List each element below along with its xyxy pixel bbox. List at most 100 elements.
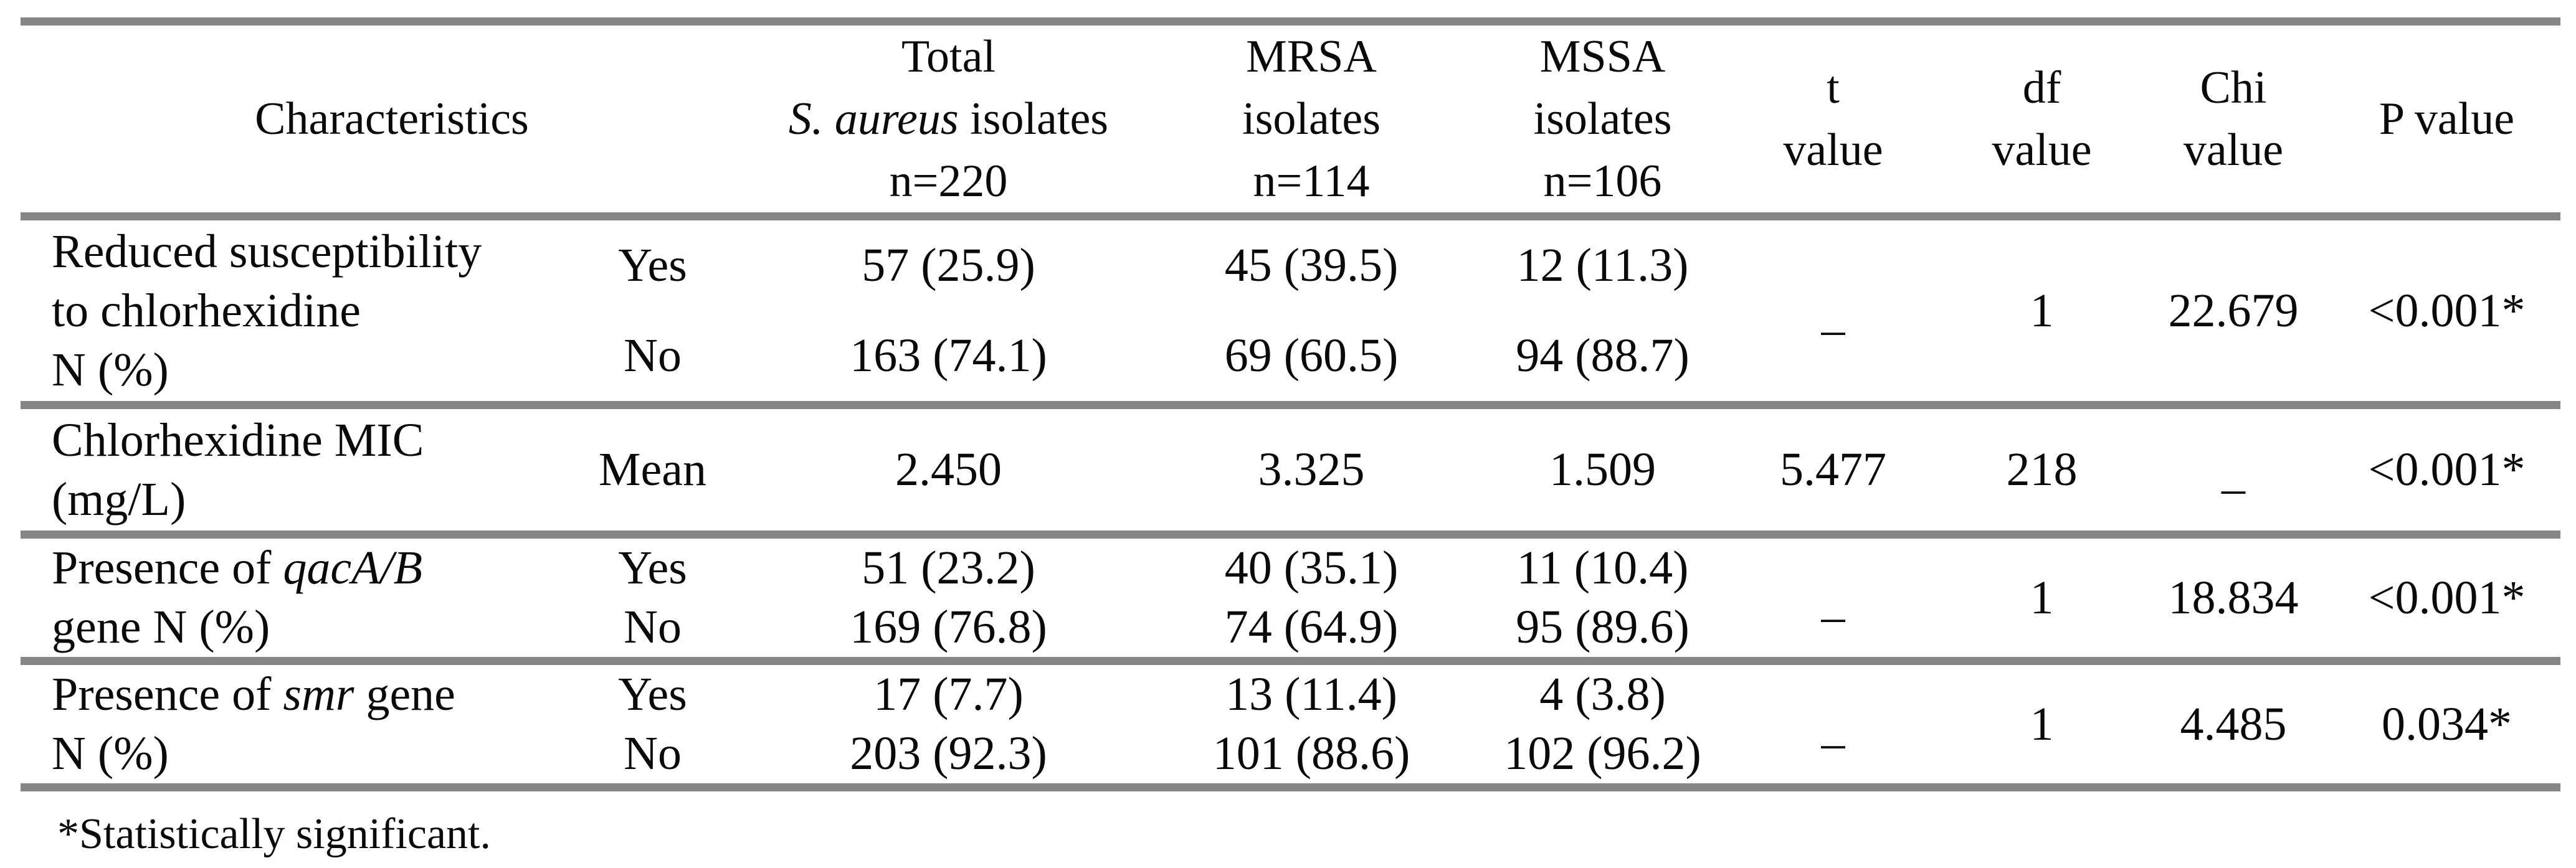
data-cell-mssa-mean: 1.509 — [1549, 443, 1656, 496]
row-group-chlorhexidine-mic: Chlorhexidine MIC (mg/L) Mean 2.450 3.32… — [21, 405, 2561, 535]
row-label: Presence of smr gene N (%) — [21, 661, 542, 788]
table-row: No 203 (92.3) 101 (88.6) 102 (96.2) — [21, 724, 2560, 788]
sub-label-no: No — [624, 727, 682, 780]
t-dash: – — [1821, 303, 1845, 356]
footnote: *Statistically significant. — [57, 810, 492, 858]
data-cell-mrsa-no: 69 (60.5) — [1134, 311, 1490, 409]
t-dash: – — [1821, 716, 1845, 769]
data-cell-mssa-yes: 11 (10.4) — [1516, 542, 1689, 594]
data-cell-mrsa-no: 101 (88.6) — [1212, 727, 1410, 780]
data-cell-df: 1 — [2030, 697, 2054, 750]
chi-dash: – — [2222, 462, 2246, 514]
sub-label-yes: Yes — [618, 668, 687, 720]
data-cell-total-yes: 57 (25.9) — [862, 239, 1035, 291]
header-total-isolates: Total S. aureus isolates n=220 — [763, 21, 1134, 220]
sub-label-no: No — [542, 311, 764, 409]
table-row: Presence of qacA/B gene N (%) Yes 51 (23… — [21, 535, 2560, 653]
table-header: Characteristics Total S. aureus isolates… — [21, 21, 2561, 220]
header-total-line2: S. aureus isolates — [763, 88, 1134, 150]
data-cell-df: 1 — [2030, 284, 2054, 337]
data-cell-t: – — [1716, 661, 1950, 788]
header-total-n: n=220 — [889, 156, 1008, 207]
data-cell-total-mean: 2.450 — [895, 443, 1002, 496]
row-label-line2: N (%) — [52, 727, 169, 780]
data-cell-chi: 22.679 — [2168, 284, 2299, 337]
data-cell-p: <0.001* — [2368, 443, 2526, 496]
data-cell-mssa-yes: 4 (3.8) — [1539, 668, 1666, 720]
data-cell-mrsa-no: 74 (64.9) — [1134, 598, 1490, 665]
t-dash: – — [1821, 590, 1845, 643]
data-cell-p: <0.001* — [2368, 284, 2526, 337]
header-p-value: P value — [2333, 21, 2561, 220]
data-cell-total-yes: 51 (23.2) — [862, 542, 1035, 594]
row-label-line2: gene N (%) — [52, 601, 270, 653]
header-df-line1: df — [2022, 62, 2061, 113]
data-cell-t: – — [1716, 535, 1950, 661]
row-label: Presence of qacA/B gene N (%) — [21, 535, 542, 661]
data-cell-mssa-no: 95 (89.6) — [1489, 598, 1717, 665]
row-label-line1: Reduced susceptibility — [52, 225, 482, 278]
header-mssa-line2: isolates — [1533, 93, 1672, 144]
row-label-line1: Presence of qacA/B — [52, 539, 542, 598]
row-label-rest: gene — [354, 668, 455, 720]
data-cell-chi: – — [2134, 405, 2333, 535]
data-cell-chi: 18.834 — [2168, 571, 2299, 624]
row-label-line1: Chlorhexidine MIC — [52, 413, 424, 466]
characteristics-comparison-table: Characteristics Total S. aureus isolates… — [21, 17, 2561, 791]
data-cell-p: <0.001* — [2368, 571, 2526, 624]
data-cell-mssa-yes: 12 (11.3) — [1516, 239, 1689, 291]
header-total-line1: Total — [901, 31, 996, 82]
row-label-line2: to chlorhexidine — [52, 284, 361, 337]
header-chi-value: Chi value — [2134, 21, 2334, 220]
header-df-value: df value — [1950, 21, 2134, 220]
sub-label-mean: Mean — [598, 443, 707, 496]
header-mssa-n: n=106 — [1543, 156, 1662, 207]
header-mrsa-n: n=114 — [1253, 156, 1370, 207]
data-cell-total-no: 169 (76.8) — [763, 598, 1134, 665]
data-cell-p: 0.034* — [2382, 697, 2512, 750]
header-total-species-italic: S. aureus — [788, 93, 959, 144]
data-cell-t: – — [1716, 217, 1950, 405]
header-characteristics-label: Characteristics — [255, 93, 529, 144]
header-mssa-line1: MSSA — [1539, 31, 1666, 82]
data-cell-chi: 4.485 — [2180, 697, 2287, 750]
header-mssa-isolates: MSSA isolates n=106 — [1489, 21, 1717, 220]
header-df-line2: value — [1992, 125, 2092, 176]
header-row: Characteristics Total S. aureus isolates… — [21, 21, 2561, 220]
row-label: Chlorhexidine MIC (mg/L) — [21, 405, 542, 535]
data-cell-mssa-no: 94 (88.7) — [1489, 311, 1717, 409]
header-t-line2: value — [1783, 125, 1883, 176]
data-cell-mssa-no: 102 (96.2) — [1504, 727, 1701, 780]
table-row: Presence of smr gene N (%) Yes 17 (7.7) … — [21, 661, 2560, 780]
header-mrsa-line2: isolates — [1242, 93, 1381, 144]
row-label-text: Presence of — [52, 542, 283, 594]
data-cell-mrsa-yes: 13 (11.4) — [1225, 668, 1397, 720]
row-group-qacab-gene: Presence of qacA/B gene N (%) Yes 51 (23… — [21, 534, 2561, 665]
data-cell-mrsa-mean: 3.325 — [1258, 443, 1365, 496]
header-p-label: P value — [2379, 93, 2515, 144]
header-characteristics: Characteristics — [21, 21, 764, 220]
table-wrapper: Characteristics Total S. aureus isolates… — [21, 17, 2561, 791]
row-label-line2: (mg/L) — [52, 473, 186, 526]
header-chi-line2: value — [2183, 125, 2284, 176]
header-mrsa-isolates: MRSA isolates n=114 — [1134, 21, 1490, 220]
data-cell-total-yes: 17 (7.7) — [873, 668, 1024, 720]
data-cell-total-no: 203 (92.3) — [850, 727, 1047, 780]
row-label-gene-italic: qacA/B — [283, 542, 423, 594]
header-total-line2-rest: isolates — [958, 93, 1109, 144]
data-cell-df: 1 — [2030, 571, 2054, 624]
row-group-smr-gene: Presence of smr gene N (%) Yes 17 (7.7) … — [21, 661, 2561, 788]
row-label-gene-italic: smr — [283, 668, 354, 720]
table-row: No 163 (74.1) 69 (60.5) 94 (88.7) — [21, 311, 2560, 409]
row-label: Reduced susceptibility to chlorhexidine … — [21, 217, 542, 405]
header-mrsa-line1: MRSA — [1246, 31, 1377, 82]
row-label-line1: Presence of smr gene — [52, 665, 542, 724]
data-cell-df: 218 — [2006, 443, 2078, 496]
sub-label-yes: Yes — [618, 542, 687, 594]
data-cell-mrsa-yes: 40 (35.1) — [1224, 542, 1399, 594]
table-row: Chlorhexidine MIC (mg/L) Mean 2.450 3.32… — [21, 405, 2560, 535]
header-t-line1: t — [1827, 62, 1840, 113]
data-cell-mrsa-yes: 45 (39.5) — [1224, 239, 1399, 291]
table-row: Reduced susceptibility to chlorhexidine … — [21, 217, 2560, 396]
sub-label-yes: Yes — [618, 239, 687, 291]
